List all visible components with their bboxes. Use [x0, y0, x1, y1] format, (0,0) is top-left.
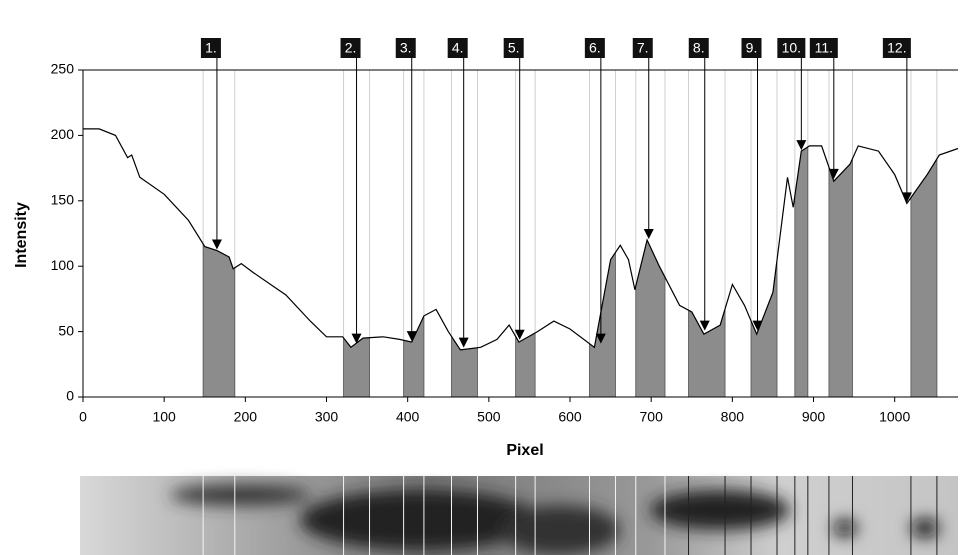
band-label: 8. [693, 40, 705, 56]
arrow-head [902, 192, 912, 202]
y-axis-title: Intensity [13, 202, 30, 268]
band-label: 3. [400, 40, 412, 56]
band-area [636, 240, 665, 397]
x-tick-label: 100 [152, 409, 176, 425]
x-tick-label: 1000 [879, 409, 910, 425]
band-label: 6. [589, 40, 601, 56]
arrow-head [644, 229, 654, 239]
band-area [589, 252, 615, 397]
y-tick-label: 0 [66, 388, 74, 404]
band-area [829, 159, 853, 397]
band-label: 5. [508, 40, 520, 56]
x-tick-label: 200 [234, 409, 258, 425]
y-tick-label: 250 [51, 61, 75, 77]
y-tick-label: 150 [51, 192, 75, 208]
band-label: 12. [887, 40, 906, 56]
x-tick-label: 0 [79, 409, 87, 425]
x-tick-label: 700 [640, 409, 664, 425]
x-tick-label: 400 [396, 409, 420, 425]
band-area [911, 159, 937, 397]
x-tick-label: 300 [315, 409, 339, 425]
x-tick-label: 900 [802, 409, 826, 425]
x-tick-label: 600 [558, 409, 582, 425]
band-label: 7. [637, 40, 649, 56]
x-axis-title: Pixel [506, 442, 543, 459]
band-label: 4. [452, 40, 464, 56]
chart: 0 50 100 150 200 250 0 100 200 300 400 500 600 700 800… [0, 0, 962, 555]
arrow-head [459, 338, 469, 348]
arrow-head [212, 240, 222, 250]
gel-image [80, 476, 958, 555]
y-tick-label: 50 [58, 322, 74, 338]
band-label: 10. [782, 40, 801, 56]
page: 0 50 100 150 200 250 0 100 200 300 400 500 600 700 800… [0, 0, 962, 555]
band-label: 11. [815, 40, 833, 56]
band-area [404, 316, 424, 397]
x-tick-label: 500 [477, 409, 501, 425]
band-area [344, 338, 370, 397]
y-tick-label: 100 [51, 257, 75, 273]
band-label: 2. [345, 40, 357, 56]
plot-area: 0 50 100 150 200 250 0 100 200 300 400 500 600 700 800… [51, 38, 958, 425]
band-label: 9. [746, 40, 758, 56]
band-area [203, 244, 235, 397]
band-label: 1. [205, 40, 217, 56]
y-tick-label: 200 [51, 126, 75, 142]
x-tick-label: 800 [721, 409, 745, 425]
